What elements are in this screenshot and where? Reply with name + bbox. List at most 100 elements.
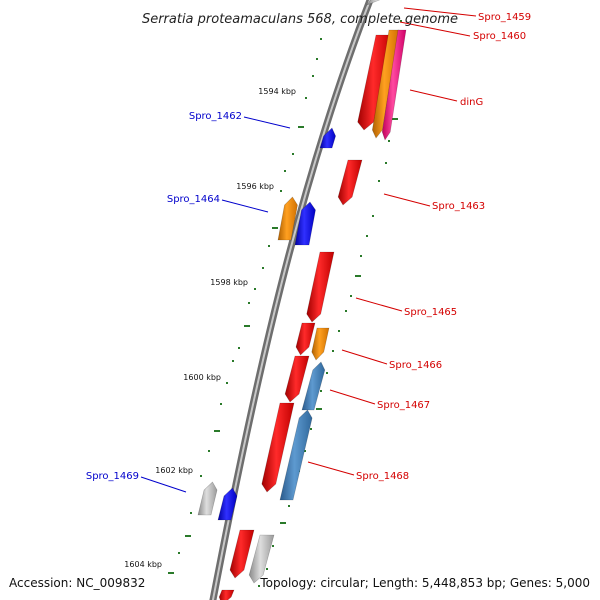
connector-spro-1463 bbox=[383, 193, 431, 207]
tick-mark bbox=[190, 512, 192, 514]
kbp-label: 1600 kbp bbox=[183, 373, 221, 382]
kbp-label: 1604 kbp bbox=[124, 560, 162, 569]
connector-spro-1460 bbox=[399, 21, 471, 37]
tick-mark bbox=[272, 227, 278, 229]
gene-red-lower[interactable] bbox=[229, 529, 255, 579]
tick-mark bbox=[266, 568, 268, 570]
tick-mark bbox=[200, 475, 202, 477]
connector-ding bbox=[409, 89, 458, 102]
gene-spro-1469-gray[interactable] bbox=[197, 481, 218, 516]
connector-spro-1459 bbox=[403, 7, 477, 17]
tick-mark bbox=[392, 118, 398, 120]
connector-spro-1465 bbox=[355, 297, 403, 312]
tick-mark bbox=[238, 347, 240, 349]
kbp-label: 1598 kbp bbox=[210, 278, 248, 287]
tick-mark bbox=[378, 180, 380, 182]
gene-ding[interactable] bbox=[372, 29, 400, 139]
gene-spro-1459[interactable] bbox=[366, 0, 390, 6]
connector-spro-1469 bbox=[140, 476, 187, 493]
tick-mark bbox=[248, 302, 250, 304]
gene-label-spro-1459[interactable]: Spro_1459 bbox=[478, 12, 531, 23]
kbp-label: 1602 kbp bbox=[155, 466, 193, 475]
tick-mark bbox=[338, 330, 340, 332]
accession-text: Accession: NC_009832 bbox=[9, 576, 146, 590]
tick-mark bbox=[272, 545, 274, 547]
tick-mark bbox=[388, 140, 390, 142]
gene-label-spro-1466[interactable]: Spro_1466 bbox=[389, 360, 442, 371]
tick-mark bbox=[178, 552, 180, 554]
gene-ding-b[interactable] bbox=[381, 29, 407, 141]
connector-spro-1467 bbox=[329, 389, 376, 405]
gene-label-ding[interactable]: dinG bbox=[460, 97, 483, 108]
gene-spro-1462[interactable] bbox=[319, 127, 336, 149]
gene-spro-1465[interactable] bbox=[306, 251, 335, 323]
tick-mark bbox=[258, 585, 260, 587]
tick-mark bbox=[220, 403, 222, 405]
gene-spro-1468[interactable] bbox=[261, 402, 295, 493]
tick-mark bbox=[400, 20, 402, 22]
tick-mark bbox=[288, 505, 290, 507]
tick-mark bbox=[350, 295, 352, 297]
gene-label-spro-1462[interactable]: Spro_1462 bbox=[189, 111, 242, 122]
gene-label-spro-1468[interactable]: Spro_1468 bbox=[356, 471, 409, 482]
tick-mark bbox=[280, 190, 282, 192]
tick-mark bbox=[355, 275, 361, 277]
gene-label-spro-1463[interactable]: Spro_1463 bbox=[432, 201, 485, 212]
tick-mark bbox=[208, 450, 210, 452]
connector-spro-1462 bbox=[243, 116, 291, 129]
tick-mark bbox=[214, 430, 220, 432]
gene-spro-1469[interactable] bbox=[217, 487, 238, 521]
gene-labels: Spro_1459 Spro_1460 dinG Spro_1462 Spro_… bbox=[86, 12, 531, 482]
tick-mark bbox=[292, 153, 294, 155]
tick-mark bbox=[304, 450, 306, 452]
tick-mark bbox=[284, 170, 286, 172]
map-title: Serratia proteamaculans 568, complete ge… bbox=[142, 12, 458, 27]
tick-mark bbox=[298, 126, 304, 128]
gene-spro-1463[interactable] bbox=[337, 159, 363, 206]
tick-mark bbox=[332, 350, 334, 352]
gene-gray-lower[interactable] bbox=[248, 534, 275, 584]
tick-mark bbox=[168, 572, 174, 574]
label-connectors bbox=[140, 7, 477, 493]
gene-label-spro-1464[interactable]: Spro_1464 bbox=[167, 194, 220, 205]
tick-mark bbox=[366, 235, 368, 237]
gene-spro-1466[interactable] bbox=[311, 327, 330, 361]
tick-mark bbox=[312, 75, 314, 77]
tick-mark bbox=[316, 408, 322, 410]
tick-mark bbox=[320, 38, 322, 40]
tick-mark bbox=[232, 360, 234, 362]
kbp-markers: 1594 kbp 1596 kbp 1598 kbp 1600 kbp 1602… bbox=[124, 87, 296, 569]
gene-red-bottom[interactable] bbox=[218, 589, 235, 600]
tick-mark bbox=[316, 58, 318, 60]
kbp-label: 1596 kbp bbox=[236, 182, 274, 191]
gene-spro-1465-b[interactable] bbox=[295, 322, 316, 356]
gene-spro-1468-b[interactable] bbox=[279, 409, 313, 501]
gene-label-spro-1469[interactable]: Spro_1469 bbox=[86, 471, 139, 482]
gene-features bbox=[197, 0, 407, 600]
gene-spro-1464-b[interactable] bbox=[294, 201, 316, 246]
tick-mark bbox=[280, 522, 286, 524]
tick-mark bbox=[345, 310, 347, 312]
tick-mark bbox=[326, 372, 328, 374]
tick-mark bbox=[254, 288, 256, 290]
connector-spro-1468 bbox=[307, 461, 355, 476]
gene-label-spro-1467[interactable]: Spro_1467 bbox=[377, 400, 430, 411]
tick-mark bbox=[305, 97, 307, 99]
tick-mark bbox=[226, 382, 228, 384]
gene-label-spro-1460[interactable]: Spro_1460 bbox=[473, 31, 526, 42]
tick-mark bbox=[310, 428, 312, 430]
gene-spro-1467-b[interactable] bbox=[301, 361, 326, 411]
tick-mark bbox=[360, 255, 362, 257]
tick-mark bbox=[262, 267, 264, 269]
gene-label-spro-1465[interactable]: Spro_1465 bbox=[404, 307, 457, 318]
connector-spro-1466 bbox=[341, 349, 388, 365]
kbp-label: 1594 kbp bbox=[258, 87, 296, 96]
tick-mark bbox=[385, 162, 387, 164]
tick-mark bbox=[185, 535, 191, 537]
tick-mark bbox=[372, 215, 374, 217]
connector-spro-1464 bbox=[221, 199, 269, 213]
gene-spro-1464[interactable] bbox=[277, 196, 298, 241]
gene-spro-1467[interactable] bbox=[284, 355, 310, 403]
tick-mark bbox=[244, 325, 250, 327]
